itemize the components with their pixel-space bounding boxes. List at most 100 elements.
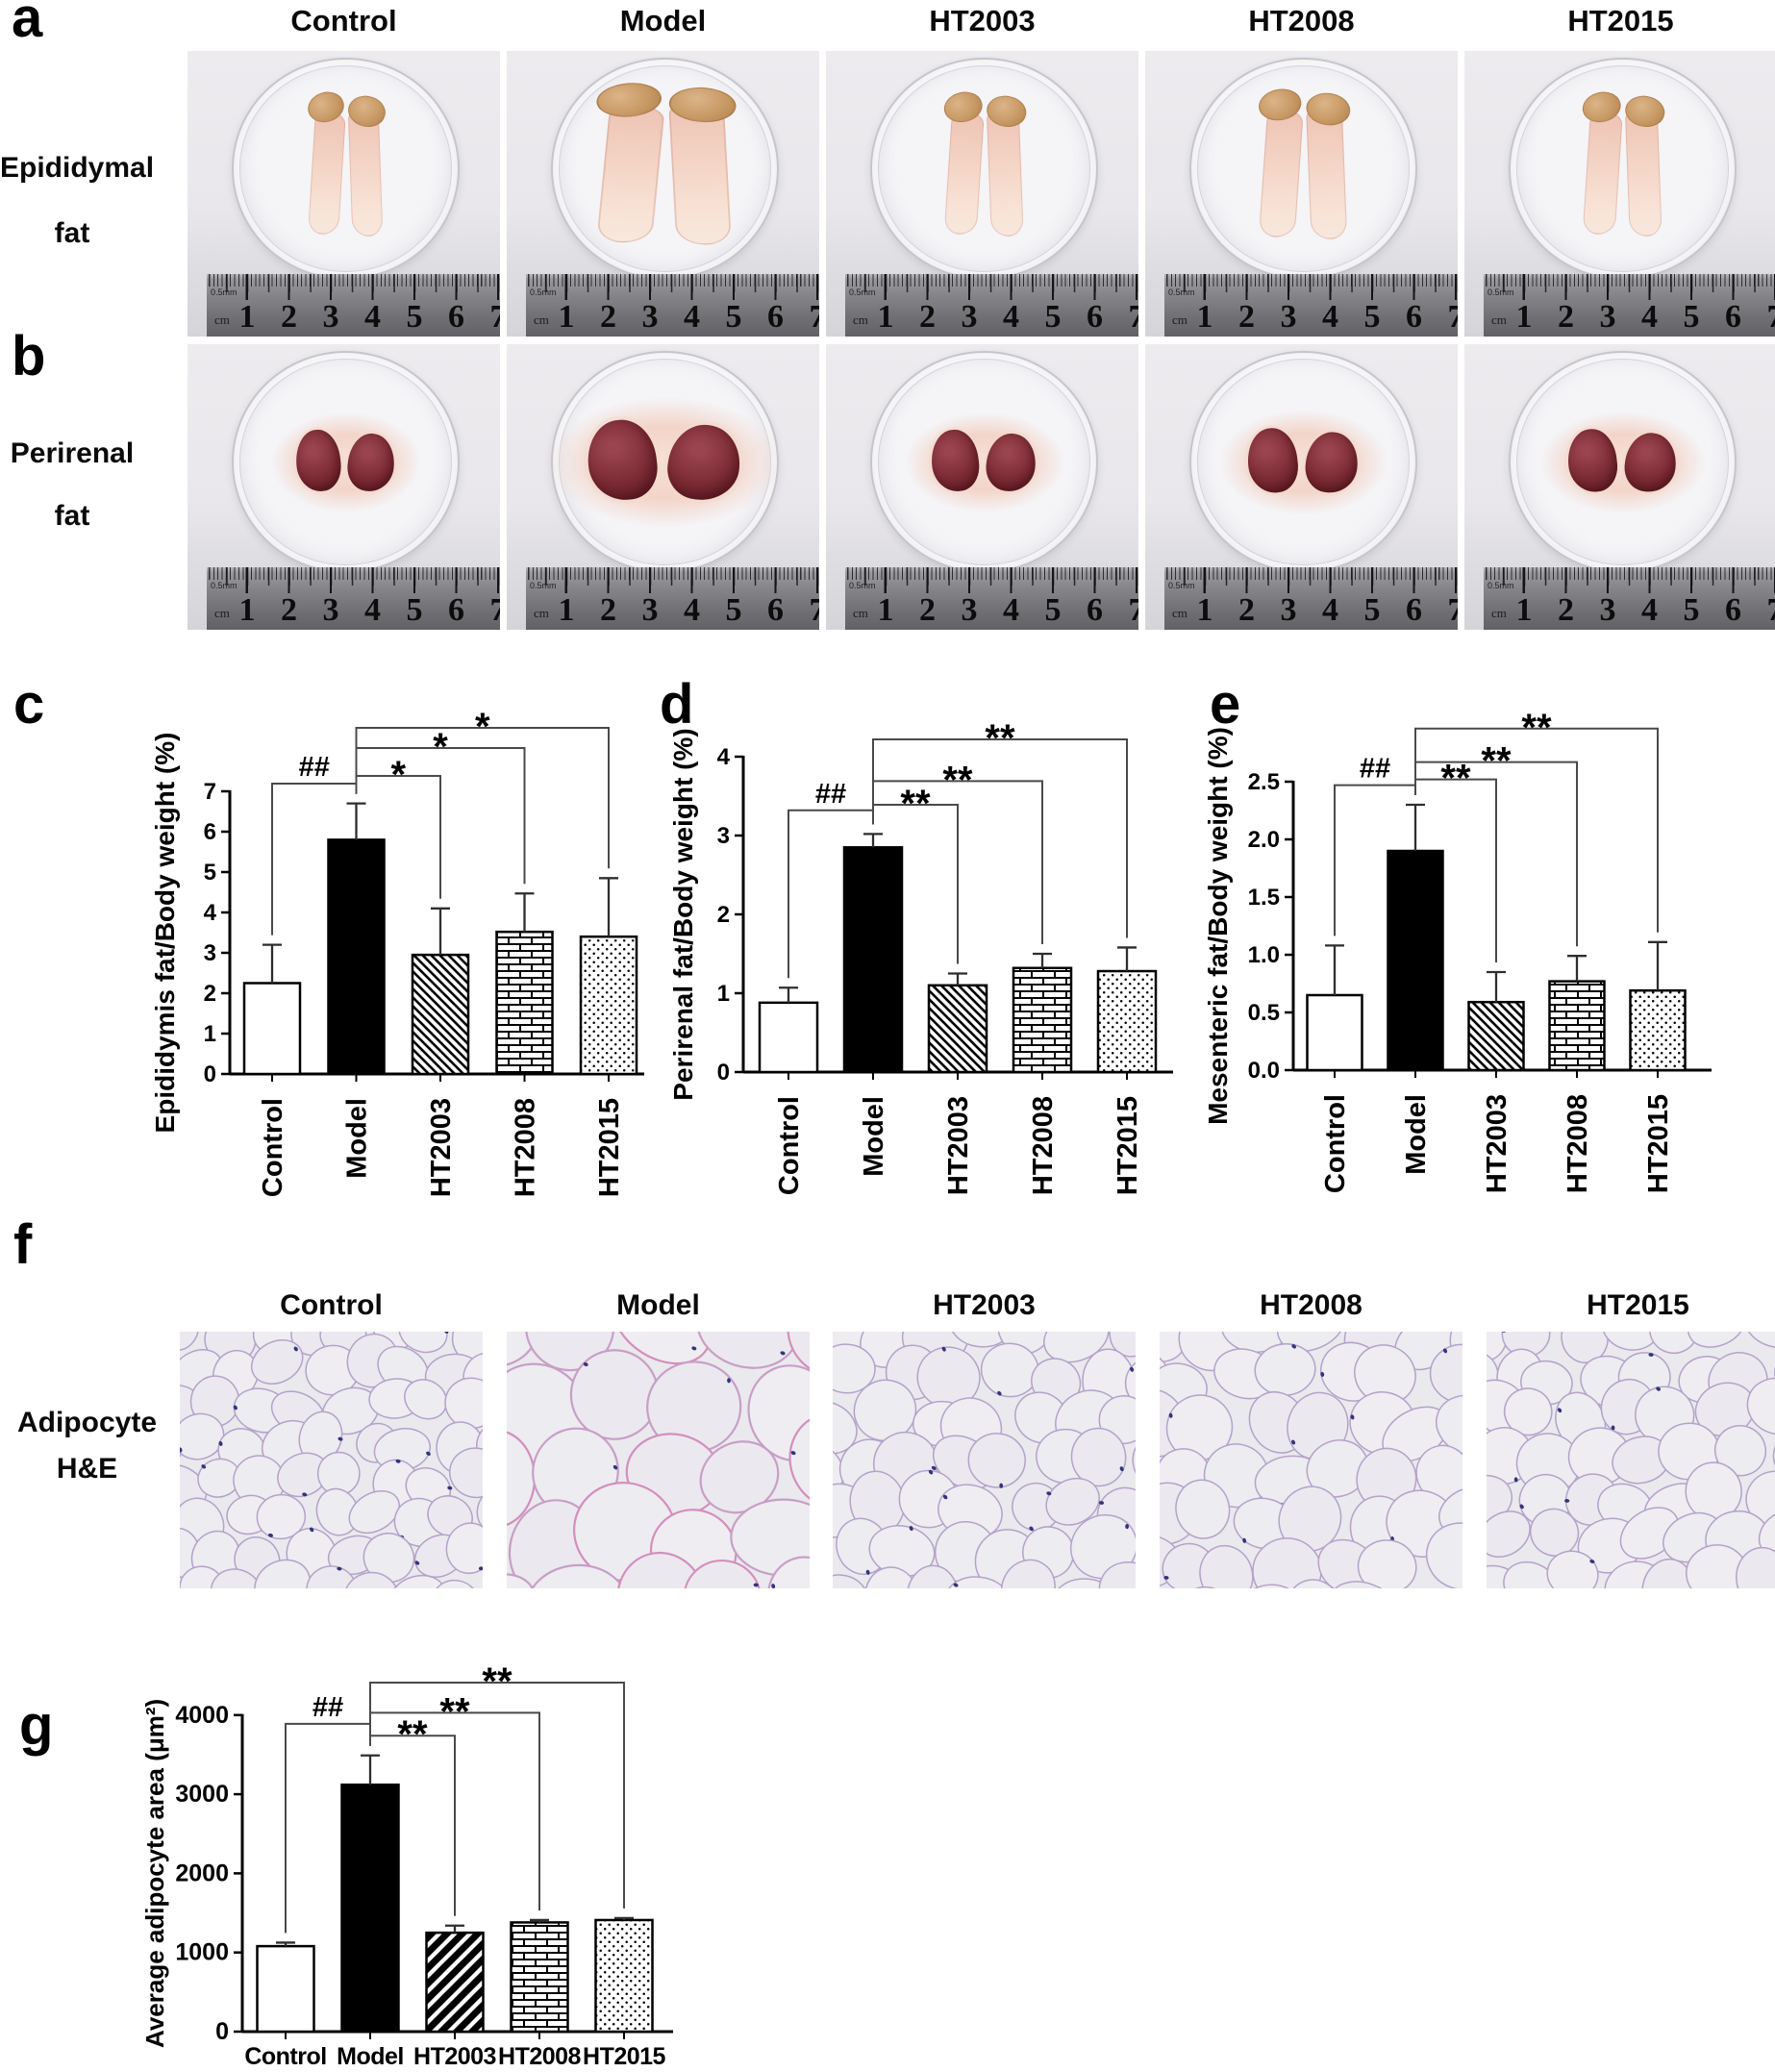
y-tick-label: 0.0 [1248,1058,1280,1084]
ruler-unit-label: cm [214,312,230,327]
column-header-a-model: Model [619,4,707,37]
perirenal-fat-tissue [1219,409,1388,515]
x-category-label-model: Model [1401,1094,1432,1175]
ruler-number: 1 [1515,299,1533,335]
ruler-number: 3 [1280,592,1297,628]
ruler-number: 6 [767,299,784,335]
ruler-number: 2 [1558,299,1574,335]
fat-lobe-left [307,110,346,236]
y-tick-label: 1 [717,981,730,1007]
ruler-number: 7 [809,592,820,628]
specimen-photo-b-model: 0.5mm cm 1 2 3 4 5 6 7 [507,344,819,630]
bar-ht2015 [1629,988,1687,1072]
ruler-unit-label: cm [1172,606,1188,620]
panel-label-b: b [12,325,46,387]
bar-ht2015 [594,1918,654,2034]
ruler-number: 5 [406,299,423,335]
x-category-label-ht2003: HT2003 [943,1096,974,1195]
chart-svg-c: 0 1 2 3 4 5 6 7 Epididymis fat/Body weight (%) Co… [150,706,644,1197]
ruler-number: 2 [1238,299,1255,335]
ruler-number: 4 [1003,592,1019,628]
ruler-number: 6 [1087,299,1103,335]
y-tick-label: 3 [717,823,730,849]
epididymal-fat-tissue [939,87,1030,241]
ruler-number: 1 [877,299,894,335]
petri-dish [1189,351,1417,573]
x-category-label-ht2015: HT2015 [1112,1096,1143,1195]
significance-label: ** [482,1660,512,1703]
y-tick-label: 3 [204,940,216,966]
significance-label: * [390,754,406,796]
y-tick-label: 6 [204,819,216,845]
ruler-number: 7 [489,592,501,628]
ruler-number: 6 [767,592,784,628]
ruler-number: 5 [1683,592,1700,628]
column-header-f-ht2008: HT2008 [1260,1289,1362,1321]
bar-model [340,1783,400,2034]
histology-image-ht2008 [1062,1249,1547,1655]
ruler: 0.5mm cm 1 2 3 4 5 6 7 [1484,567,1775,630]
ruler-number: 6 [448,592,464,628]
ruler-number: 7 [1128,592,1139,628]
ruler-number: 4 [684,592,700,628]
ruler: 0.5mm cm 1 2 3 4 5 6 7 [526,274,819,337]
panel-label-f: f [13,1213,33,1276]
significance-label: ** [985,717,1015,760]
ruler-number: 4 [684,299,700,335]
ruler-number: 4 [364,592,381,628]
column-header-a-ht2008: HT2008 [1248,4,1355,37]
panel-label-c: c [13,673,45,736]
x-category-label-ht2015: HT2015 [1643,1094,1674,1193]
ruler-cm-ticks [526,567,819,593]
ruler-number: 5 [406,592,423,628]
ruler: 0.5mm cm 1 2 3 4 5 6 7 [207,567,500,630]
petri-dish [232,58,460,280]
y-tick-label: 2 [717,902,730,928]
petri-dish [870,58,1098,280]
fat-halo [270,412,421,512]
x-category-label-model: Model [337,2043,404,2070]
ruler-micro-label: 0.5mm [211,287,238,297]
significance-label: ** [397,1713,428,1756]
column-header-a-control: Control [290,4,397,37]
ruler-number: 5 [725,592,742,628]
ruler-unit-label: cm [853,606,868,620]
ruler-number: 3 [322,592,339,628]
column-header-f-control: Control [280,1289,383,1321]
significance-label: ** [1481,740,1512,783]
ruler-number: 5 [1683,299,1700,335]
bar-control [242,982,302,1076]
specimen-photo-a-model: 0.5mm cm 1 2 3 4 5 6 7 [507,51,819,337]
ruler-number: 6 [1406,592,1422,628]
row-label-perirenal-line2: fat [54,500,90,532]
ruler-number: 1 [1515,592,1533,628]
significance-label: ## [1360,754,1390,785]
ruler-number: 4 [1641,299,1658,335]
ruler-number: 5 [1044,299,1062,335]
petri-dish [1509,58,1737,280]
x-category-label-control: Control [774,1096,805,1195]
fat-halo [1219,409,1388,515]
column-header-a-ht2015: HT2015 [1567,4,1674,37]
row-label-epididymal-line2: fat [54,217,90,249]
y-tick-label: 5 [204,860,216,886]
x-category-label-control: Control [1320,1094,1351,1193]
ruler-number: 1 [558,299,575,335]
ruler-number: 6 [1406,299,1422,335]
histology-svg-ht2008 [1062,1249,1547,1655]
ruler: 0.5mm cm 1 2 3 4 5 6 7 [1484,274,1775,337]
ruler-number: 2 [600,592,616,628]
significance-label: ** [1440,758,1471,800]
epididymal-fat-tissue [303,87,388,241]
y-tick-label: 2.5 [1248,769,1280,795]
ruler-micro-label: 0.5mm [849,287,876,297]
specimen-photo-b-ht2003: 0.5mm cm 1 2 3 4 5 6 7 [826,344,1138,630]
y-tick-label: 0 [204,1061,216,1087]
bar-ht2008 [1012,966,1073,1074]
ruler-micro-label: 0.5mm [530,581,557,590]
ruler-cm-ticks [845,567,1138,593]
y-axis-label: Average adipocyte area (μm²) [140,1699,169,2048]
specimen-photo-b-control: 0.5mm cm 1 2 3 4 5 6 7 [188,344,500,630]
panel-label-a: a [12,0,43,49]
ruler-number: 2 [919,592,936,628]
